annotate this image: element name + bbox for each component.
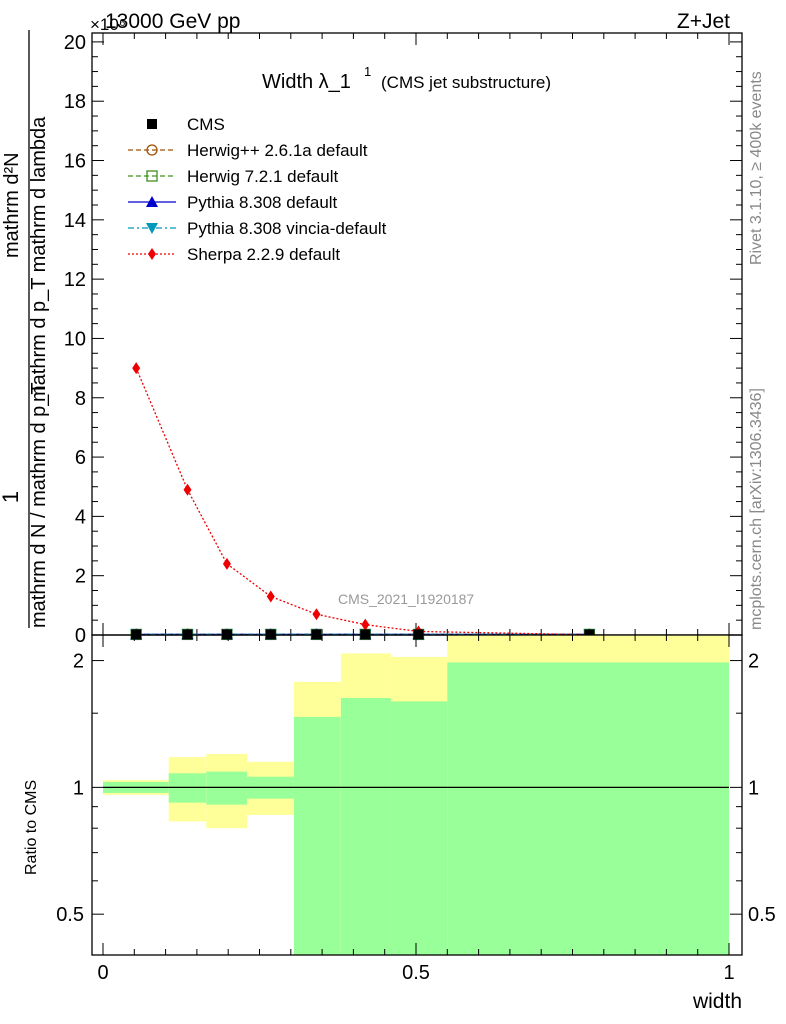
legend-marker-2 [146,170,158,182]
x-axis-label: width [692,990,742,1013]
ratio-band-green-4 [293,716,341,955]
main-y-tick-label: 8 [75,388,86,410]
ratio-y-tick-label-right: 0.5 [748,904,776,926]
main-y-tick-label: 6 [75,447,86,469]
main-y-tick-label: 0 [75,625,86,647]
series-5-point [132,362,141,375]
main-y-tick-label: 18 [64,91,86,113]
x-tick-label: 1 [723,962,734,984]
y-label-inner-denominator: mathrm d p_T mathrm d lambda [28,116,50,402]
series-5-point [312,608,321,621]
ratio-frame [91,634,743,956]
legend-label-4: Pythia 8.308 vincia-default [187,219,387,238]
process-label: 13000 GeV pp [105,10,240,33]
ratio-y-tick-label: 0.5 [56,904,84,926]
ratio-y-tick-label: 2 [73,651,84,673]
main-y-tick-label: 16 [64,151,86,173]
ratio-panel: 0.5 0.5 1 1 2 2 0 0.5 1 [56,634,776,984]
ratio-band-green-2 [206,771,247,805]
legend-marker-1 [146,144,158,156]
series-5-point [222,557,231,570]
legend-label-2: Herwig 7.2.1 default [187,167,338,186]
series-line-5 [135,367,590,636]
x-tick-label: 0 [97,962,108,984]
mcplots-label: mcplots.cern.ch [arXiv:1306.3436] [748,388,765,630]
main-y-tick-label: 10 [64,328,86,350]
ratio-y-tick-label-right: 1 [748,777,759,799]
plot-title-sub: (CMS jet substructure) [381,73,551,92]
legend-label-5: Sherpa 2.2.9 default [187,245,340,264]
main-y-tick-label: 4 [75,506,86,528]
ratio-y-axis-label: Ratio to CMS [23,780,40,875]
x-tick-label: 0.5 [402,962,430,984]
ratio-band-green-7 [447,662,729,955]
main-y-tick-label: 14 [64,210,86,232]
legend-marker-0 [147,119,157,129]
series-5-point [266,590,275,603]
scale-exponent-label: ×10⁶ [90,15,126,34]
ratio-band-green-6 [390,701,448,955]
main-y-tick-label: 2 [75,566,86,588]
legend: CMS Herwig++ 2.6.1a default Herwig 7.2.1 d… [128,115,387,264]
series-5-point [183,483,192,496]
main-y-axis-label: 1 mathrm d N / mathrm d p_T mathrm d²N m… [0,30,50,628]
ratio-band-green-5 [340,697,391,955]
watermark: CMS_2021_I1920187 [338,591,474,607]
channel-label: Z+Jet [677,10,730,33]
series-5-point [361,618,370,631]
ratio-y-tick-label: 1 [73,777,84,799]
main-y-tick-label: 20 [64,32,86,54]
plot-title-sup: 1 [364,64,371,79]
plot-title: Width λ_1 1 (CMS jet substructure) [262,64,551,93]
plot-title-main: Width λ_1 [262,71,351,93]
legend-marker-3 [146,196,158,207]
ratio-y-tick-label-right: 2 [748,651,759,673]
main-panel: 0 2 4 6 8 10 12 14 16 18 20 [64,32,743,647]
legend-label-3: Pythia 8.308 default [187,193,338,212]
y-label-one: 1 [0,491,23,503]
legend-marker-5 [148,248,156,260]
legend-label-0: CMS [187,115,225,134]
legend-label-1: Herwig++ 2.6.1a default [187,141,368,160]
rivet-label: Rivet 3.1.10, ≥ 400k events [748,71,765,265]
y-label-outer-denominator: mathrm d N / mathrm d p_T [28,382,50,628]
y-label-numerator: mathrm d²N [1,152,23,258]
main-y-tick-label: 12 [64,269,86,291]
legend-marker-4 [146,223,158,234]
